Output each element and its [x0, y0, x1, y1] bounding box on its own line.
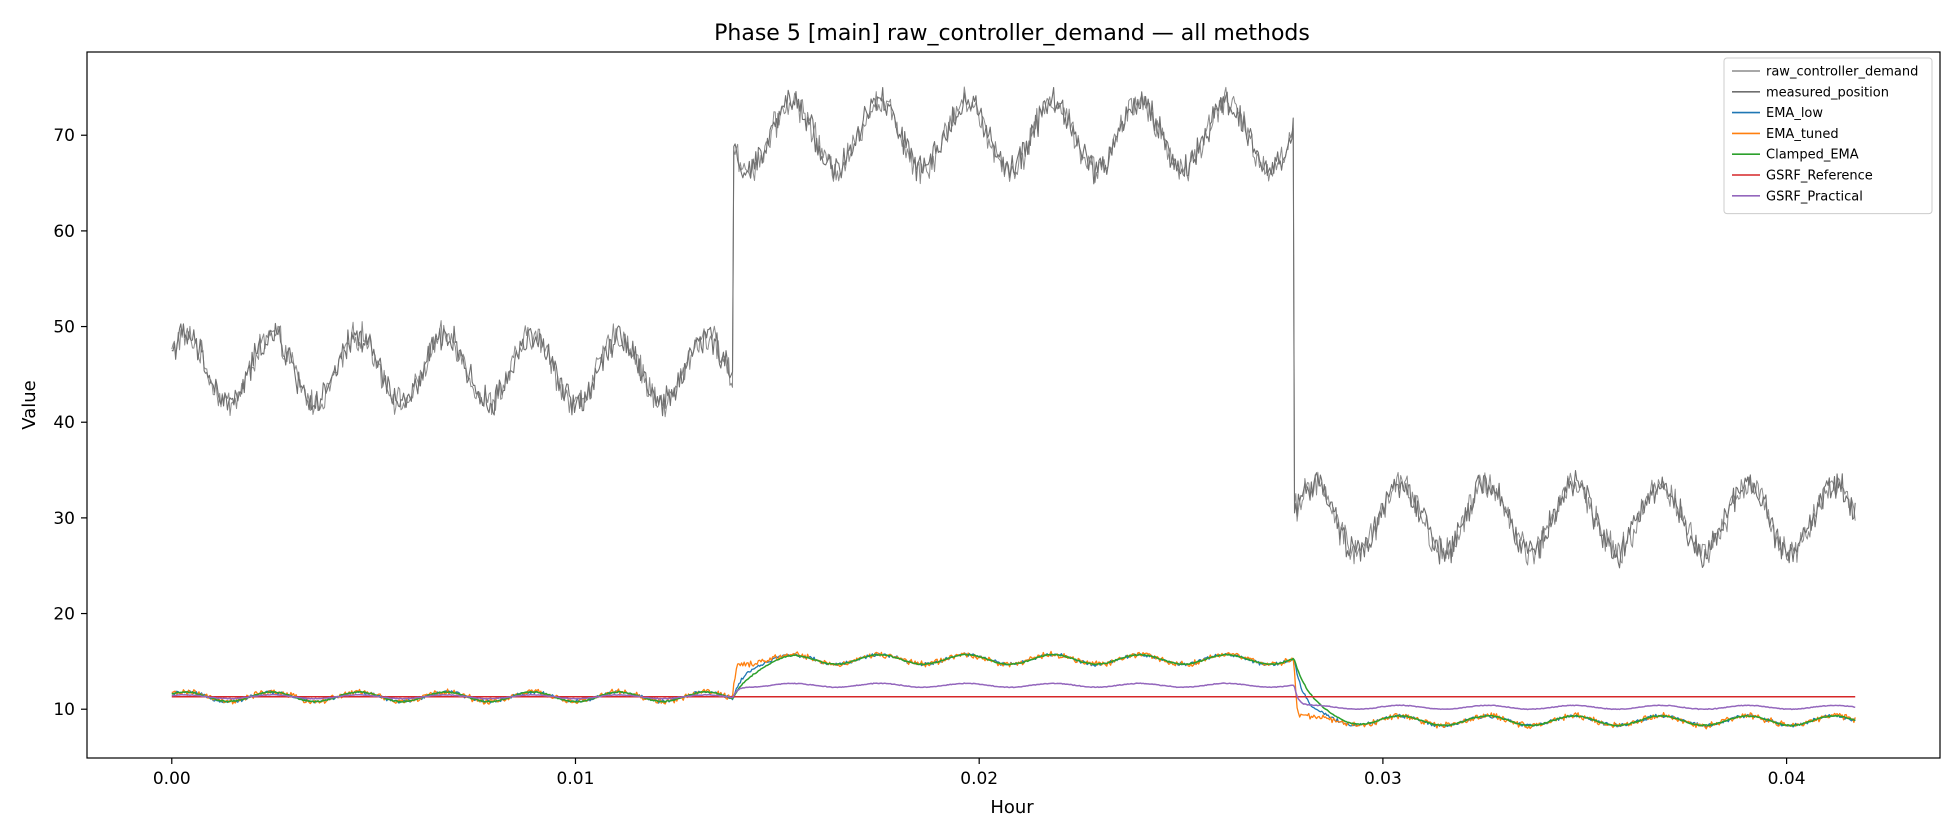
y-axis-label: Value [19, 380, 40, 429]
x-tick-label: 0.03 [1364, 769, 1402, 789]
series-line-clamped-ema [171, 653, 1856, 727]
y-tick-label: 70 [53, 126, 75, 146]
x-tick-label: 0.00 [153, 769, 191, 789]
legend-label: GSRF_Reference [1766, 169, 1873, 184]
x-tick-label: 0.01 [557, 769, 595, 789]
y-axis: 10 20 30 40 50 60 70 [53, 126, 87, 720]
series-layer [171, 86, 1856, 730]
series-line-measured-position [171, 86, 1856, 569]
legend-label: raw_controller_demand [1766, 65, 1918, 80]
chart-title: Phase 5 [main] raw_controller_demand — a… [714, 21, 1310, 46]
legend-label: Clamped_EMA [1766, 148, 1859, 163]
series-line-gsrf-practical [171, 682, 1856, 711]
legend-label: measured_position [1766, 85, 1889, 100]
x-axis-label: Hour [990, 797, 1034, 818]
legend-label: EMA_tuned [1766, 127, 1839, 142]
y-tick-label: 60 [53, 222, 75, 242]
legend-label: EMA_low [1766, 106, 1823, 121]
legend-label: GSRF_Practical [1766, 189, 1863, 204]
plot-frame [86, 51, 1941, 759]
y-tick-label: 10 [53, 700, 75, 720]
y-tick-label: 50 [53, 318, 75, 338]
y-tick-label: 30 [53, 509, 75, 529]
x-axis: 0.00 0.01 0.02 0.03 0.04 [153, 758, 1806, 789]
legend: raw_controller_demand measured_position EM… [1723, 57, 1933, 215]
x-tick-label: 0.02 [960, 769, 998, 789]
y-tick-label: 40 [53, 413, 75, 433]
y-tick-label: 20 [53, 605, 75, 625]
legend-box [1723, 57, 1933, 215]
x-tick-label: 0.04 [1768, 769, 1806, 789]
plot-area [171, 86, 1856, 730]
